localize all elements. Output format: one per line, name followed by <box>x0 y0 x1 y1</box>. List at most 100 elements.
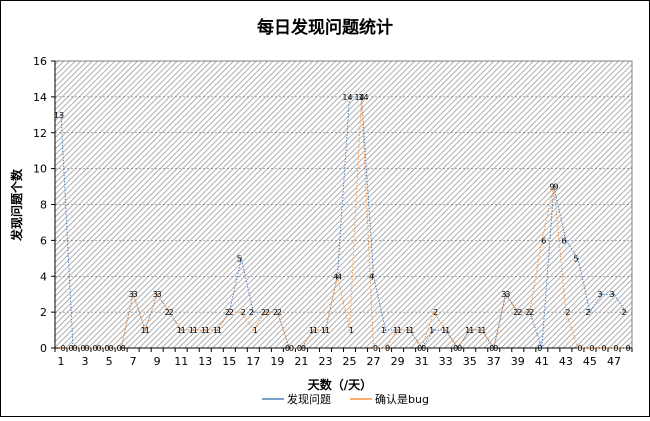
data-label: 2 <box>165 308 170 317</box>
data-label: 6 <box>561 236 566 245</box>
x-tick-label: 1 <box>58 355 65 368</box>
series-2-point <box>601 347 603 349</box>
data-label: 0 <box>453 344 458 353</box>
data-label: 2 <box>525 308 530 317</box>
series-1-point <box>252 311 255 314</box>
y-tick-label: 2 <box>40 306 47 319</box>
data-label: 13 <box>54 111 64 120</box>
data-label: 6 <box>541 236 546 245</box>
data-label: 0 <box>373 344 378 353</box>
data-label: 3 <box>501 290 506 299</box>
data-label: 2 <box>225 308 230 317</box>
x-tick-label: 37 <box>487 355 501 368</box>
series-2-point <box>324 329 327 331</box>
series-2-point <box>72 347 74 349</box>
series-2-point <box>372 347 375 349</box>
x-axis: 1 3 5 7 9 11 13 15 17 19 21 23 25 27 29 31 33 35 37 39 41 43 4… <box>54 347 633 368</box>
series-1-point <box>613 293 615 296</box>
grid-layer <box>55 96 632 313</box>
data-label: 1 <box>205 326 210 335</box>
data-label: 0 <box>589 344 594 353</box>
data-label: 1 <box>217 326 222 335</box>
series-2-point <box>432 311 435 314</box>
legend-label-2: 确认是bug <box>375 393 429 406</box>
data-label: 3 <box>609 290 614 299</box>
x-tick-label: 33 <box>439 355 453 368</box>
data-label: 3 <box>129 290 134 299</box>
series-2-point <box>408 329 411 331</box>
series-2-point <box>348 329 351 331</box>
data-label: 1 <box>429 326 434 335</box>
series-2-point <box>276 311 279 314</box>
data-label: 3 <box>505 290 510 299</box>
x-tick-label: 41 <box>535 355 549 368</box>
series-2-point <box>228 311 231 314</box>
x-tick-label: 5 <box>106 355 113 368</box>
x-tick-label: 15 <box>222 355 236 368</box>
data-label: 1 <box>393 326 398 335</box>
data-label: 1 <box>181 326 186 335</box>
data-label: 0 <box>117 344 122 353</box>
chart-title: 每日发现问题统计 <box>257 17 393 38</box>
x-tick-label: 47 <box>607 355 621 368</box>
series-2-point <box>264 311 267 314</box>
y-tick-label: 10 <box>33 163 47 176</box>
series-1-point <box>384 329 387 331</box>
data-label: 3 <box>153 290 158 299</box>
series-1-point <box>577 257 579 260</box>
data-label: 0 <box>625 344 630 353</box>
data-label: 1 <box>321 326 326 335</box>
series-2-point <box>456 347 459 349</box>
series-1-point <box>589 311 591 314</box>
series-2-point <box>60 347 62 349</box>
data-label: 0 <box>93 344 98 353</box>
series-2-point <box>288 347 291 349</box>
data-label: 2 <box>229 308 234 317</box>
x-tick-label: 17 <box>246 355 260 368</box>
y-tick-label: 14 <box>33 91 47 104</box>
data-label: 4 <box>337 272 342 281</box>
data-label: 0 <box>297 344 302 353</box>
series-2-point <box>300 347 303 349</box>
y-axis: 0 2 4 6 8 10 12 14 16 <box>33 55 56 355</box>
series-2-point <box>564 311 567 314</box>
series-2-point <box>516 311 519 314</box>
data-label: 1 <box>477 326 482 335</box>
data-label: 5 <box>573 254 578 263</box>
data-label: 1 <box>141 326 146 335</box>
series-2-point <box>144 329 147 331</box>
x-tick-label: 23 <box>318 355 332 368</box>
data-label: 3 <box>133 290 138 299</box>
y-tick-label: 4 <box>40 270 47 283</box>
data-label: 0 <box>289 344 294 353</box>
series-2-point <box>444 329 447 331</box>
y-tick-label: 6 <box>40 234 47 247</box>
data-label: 2 <box>273 308 278 317</box>
data-label: 0 <box>85 344 90 353</box>
data-label: 1 <box>441 326 446 335</box>
x-tick-label: 11 <box>174 355 188 368</box>
series-2-point <box>240 311 243 314</box>
data-label: 1 <box>445 326 450 335</box>
legend: 发现问题 确认是bug <box>262 392 429 406</box>
data-label: 0 <box>613 344 618 353</box>
x-tick-label: 45 <box>583 355 597 368</box>
data-label: 3 <box>597 290 602 299</box>
series-2-point <box>204 329 207 331</box>
y-tick-label: 12 <box>33 127 47 140</box>
data-label: 1 <box>409 326 414 335</box>
data-label: 0 <box>109 344 114 353</box>
data-label: 4 <box>369 272 374 281</box>
series-1-point <box>540 347 543 349</box>
series-line-1 <box>60 96 627 350</box>
data-label: 1 <box>145 326 150 335</box>
series-2-point <box>468 329 471 331</box>
data-label: 2 <box>517 308 522 317</box>
series-2-point <box>552 185 555 188</box>
series-2-point <box>84 347 86 349</box>
data-label: 2 <box>585 308 590 317</box>
y-axis-title: 发现问题个数 <box>9 168 24 242</box>
data-label: 0 <box>493 344 498 353</box>
series-2-point <box>192 329 195 331</box>
